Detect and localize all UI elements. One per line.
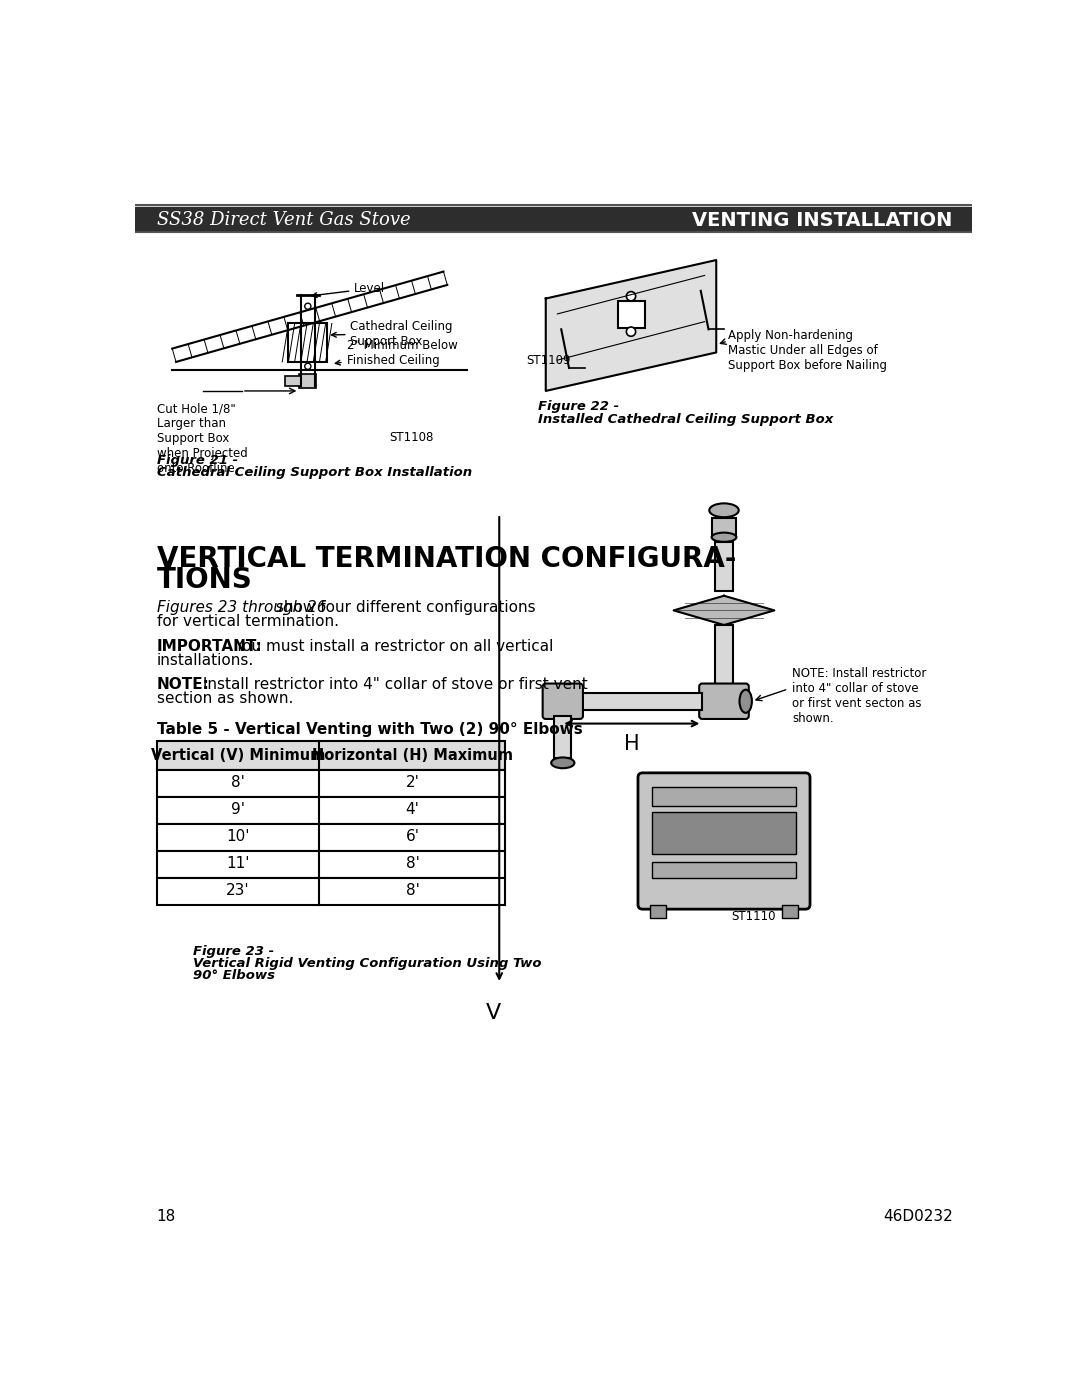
Text: Figure 22 -: Figure 22 - bbox=[538, 400, 619, 414]
Bar bbox=[135, 207, 972, 231]
Text: VERTICAL TERMINATION CONFIGURA-: VERTICAL TERMINATION CONFIGURA- bbox=[157, 545, 737, 573]
Text: H: H bbox=[624, 735, 639, 754]
Text: NOTE:: NOTE: bbox=[157, 678, 210, 693]
Text: Cathedral Ceiling Support Box Installation: Cathedral Ceiling Support Box Installati… bbox=[157, 467, 472, 479]
Text: installations.: installations. bbox=[157, 652, 254, 668]
Ellipse shape bbox=[710, 503, 739, 517]
Circle shape bbox=[305, 363, 311, 369]
Bar bbox=[299, 374, 316, 388]
Circle shape bbox=[626, 292, 636, 300]
Text: Vertical Rigid Venting Configuration Using Two: Vertical Rigid Venting Configuration Usi… bbox=[193, 957, 542, 970]
Text: Figure 23 -: Figure 23 - bbox=[193, 944, 274, 957]
Polygon shape bbox=[674, 595, 774, 624]
Ellipse shape bbox=[740, 690, 752, 712]
Text: Table 5 - Vertical Venting with Two (2) 90° Elbows: Table 5 - Vertical Venting with Two (2) … bbox=[157, 722, 582, 738]
Text: ST1108: ST1108 bbox=[389, 432, 433, 444]
Text: 46D0232: 46D0232 bbox=[882, 1208, 953, 1224]
Text: TIONS: TIONS bbox=[157, 567, 253, 595]
Text: for vertical termination.: for vertical termination. bbox=[157, 615, 339, 629]
Bar bbox=[715, 542, 732, 591]
Text: Install restrictor into 4" collar of stove or first vent: Install restrictor into 4" collar of sto… bbox=[198, 678, 588, 693]
Text: ST1109: ST1109 bbox=[526, 353, 571, 367]
Text: Apply Non-hardening
Mastic Under all Edges of
Support Box before Nailing: Apply Non-hardening Mastic Under all Edg… bbox=[728, 330, 887, 373]
Text: NOTE: Install restrictor
into 4" collar of stove
or first vent secton as
shown.: NOTE: Install restrictor into 4" collar … bbox=[793, 668, 927, 725]
Text: Cut Hole 1/8"
Larger than
Support Box
when Projected
onto Roofline.: Cut Hole 1/8" Larger than Support Box wh… bbox=[157, 402, 247, 475]
Text: IMPORTANT:: IMPORTANT: bbox=[157, 638, 262, 654]
Bar bbox=[618, 300, 645, 328]
Text: SS38 Direct Vent Gas Stove: SS38 Direct Vent Gas Stove bbox=[157, 211, 410, 229]
Bar bbox=[650, 904, 666, 918]
Ellipse shape bbox=[712, 532, 737, 542]
Bar bbox=[157, 877, 505, 904]
Text: V: V bbox=[485, 1003, 501, 1023]
Bar bbox=[288, 324, 327, 362]
Text: 8': 8' bbox=[405, 856, 419, 872]
Text: ST1110: ST1110 bbox=[732, 909, 777, 923]
Bar bbox=[652, 787, 796, 806]
Text: 8': 8' bbox=[231, 775, 245, 791]
Text: 2': 2' bbox=[405, 775, 419, 791]
Bar bbox=[554, 693, 702, 710]
Text: 23': 23' bbox=[227, 883, 249, 898]
Bar bbox=[652, 812, 796, 855]
FancyBboxPatch shape bbox=[638, 773, 810, 909]
Bar bbox=[715, 624, 732, 686]
Text: Horizontal (H) Maximum: Horizontal (H) Maximum bbox=[312, 747, 513, 763]
Bar bbox=[157, 851, 505, 877]
Bar bbox=[157, 824, 505, 851]
Text: section as shown.: section as shown. bbox=[157, 692, 293, 707]
Text: You must install a restrictor on all vertical: You must install a restrictor on all ver… bbox=[230, 638, 554, 654]
Circle shape bbox=[305, 303, 311, 309]
Bar bbox=[554, 715, 571, 759]
Text: 90° Elbows: 90° Elbows bbox=[193, 970, 275, 982]
Bar bbox=[157, 796, 505, 824]
Text: 9': 9' bbox=[231, 802, 245, 817]
FancyBboxPatch shape bbox=[699, 683, 748, 719]
Bar bbox=[652, 862, 796, 877]
Text: Figures 23 through 26: Figures 23 through 26 bbox=[157, 601, 326, 616]
Text: 2" Minimum Below
Finished Ceiling: 2" Minimum Below Finished Ceiling bbox=[336, 339, 457, 367]
Text: Cathedral Ceiling
Support Box: Cathedral Ceiling Support Box bbox=[332, 320, 453, 348]
Ellipse shape bbox=[551, 757, 575, 768]
Bar bbox=[285, 376, 301, 386]
Polygon shape bbox=[545, 260, 716, 391]
Bar bbox=[157, 740, 505, 770]
Text: 11': 11' bbox=[227, 856, 249, 872]
Bar bbox=[157, 770, 505, 796]
Text: show four different configurations: show four different configurations bbox=[271, 601, 536, 616]
FancyBboxPatch shape bbox=[542, 683, 583, 719]
Text: 10': 10' bbox=[227, 830, 249, 844]
Text: 4': 4' bbox=[405, 802, 419, 817]
Text: Figure 21 -: Figure 21 - bbox=[157, 454, 238, 467]
Text: Vertical (V) Minimum: Vertical (V) Minimum bbox=[151, 747, 325, 763]
Text: VENTING INSTALLATION: VENTING INSTALLATION bbox=[692, 211, 953, 229]
Circle shape bbox=[626, 327, 636, 337]
Text: 6': 6' bbox=[405, 830, 419, 844]
Text: 8': 8' bbox=[405, 883, 419, 898]
Text: 18: 18 bbox=[157, 1208, 176, 1224]
Bar bbox=[712, 518, 737, 538]
Text: Level: Level bbox=[312, 282, 386, 298]
Text: Installed Cathedral Ceiling Support Box: Installed Cathedral Ceiling Support Box bbox=[538, 412, 834, 426]
Bar bbox=[782, 904, 798, 918]
